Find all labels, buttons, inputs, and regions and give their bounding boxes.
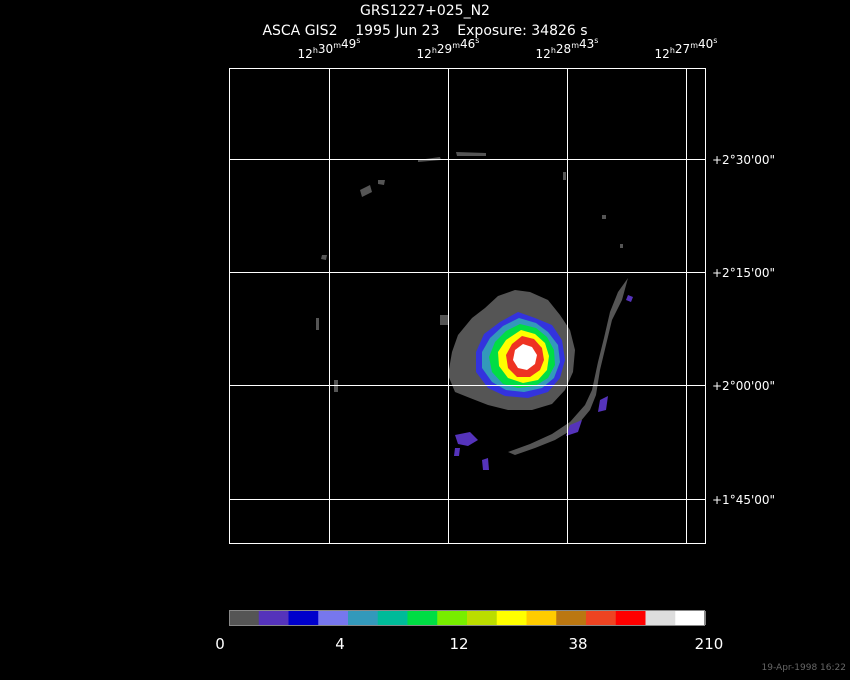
colorbar-swatch (288, 611, 319, 625)
ra-unit: h (670, 46, 675, 55)
colorbar-swatch (377, 611, 408, 625)
colorbar-swatch (556, 611, 587, 625)
ra-unit: s (594, 36, 598, 45)
ra-label: 12h29m46s (417, 36, 480, 61)
colorbar-swatch (467, 611, 498, 625)
ra-unit: h (313, 46, 318, 55)
timestamp: 19-Apr-1998 16:22 (762, 663, 846, 673)
colorbar-swatch (318, 611, 349, 625)
colorbar-swatch (675, 611, 706, 625)
ra-label: 12h27m40s (655, 36, 718, 61)
ra-value: 30 (318, 42, 333, 56)
ra-value: 12 (655, 47, 670, 61)
colorbar-swatch (645, 611, 676, 625)
ra-unit: m (333, 41, 341, 50)
colorbar-swatch (407, 611, 438, 625)
colorbar-swatch (348, 611, 379, 625)
colorbar-swatch (496, 611, 527, 625)
ra-unit: s (356, 36, 360, 45)
ra-value: 12 (536, 47, 551, 61)
dec-label: +2°15'00" (712, 266, 775, 280)
dec-label: +2°00'00" (712, 379, 775, 393)
ra-unit: m (452, 41, 460, 50)
ra-value: 49 (341, 37, 356, 51)
ra-value: 29 (437, 42, 452, 56)
ra-unit: m (690, 41, 698, 50)
ra-value: 43 (579, 37, 594, 51)
colorbar-swatch (229, 611, 260, 625)
colorbar-swatch (526, 611, 557, 625)
colorbar-swatch (586, 611, 617, 625)
ra-unit: h (432, 46, 437, 55)
dec-label: +1°45'00" (712, 493, 775, 507)
plot-frame (229, 68, 706, 544)
ra-value: 40 (698, 37, 713, 51)
dec-label: +2°30'00" (712, 153, 775, 167)
colorbar-swatch (258, 611, 289, 625)
ra-value: 27 (675, 42, 690, 56)
ra-unit: m (571, 41, 579, 50)
colorbar-label: 210 (695, 635, 724, 653)
subtitle: ASCA GIS2 1995 Jun 23 Exposure: 34826 s (262, 23, 587, 39)
ra-value: 12 (417, 47, 432, 61)
ra-unit: s (475, 36, 479, 45)
grid (229, 68, 705, 543)
ra-unit: s (713, 36, 717, 45)
colorbar-label: 12 (449, 635, 468, 653)
colorbar-label: 38 (568, 635, 587, 653)
colorbar-label: 0 (215, 635, 225, 653)
ra-value: 12 (298, 47, 313, 61)
colorbar-frame (229, 610, 705, 626)
ra-unit: h (551, 46, 556, 55)
ra-label: 12h28m43s (536, 36, 599, 61)
ra-label: 12h30m49s (298, 36, 361, 61)
ra-value: 28 (556, 42, 571, 56)
colorbar-swatch (615, 611, 646, 625)
image (316, 152, 633, 470)
ra-value: 46 (460, 37, 475, 51)
colorbar-swatch (437, 611, 468, 625)
colorbar-label: 4 (335, 635, 345, 653)
title: GRS1227+025_N2 (360, 3, 490, 19)
